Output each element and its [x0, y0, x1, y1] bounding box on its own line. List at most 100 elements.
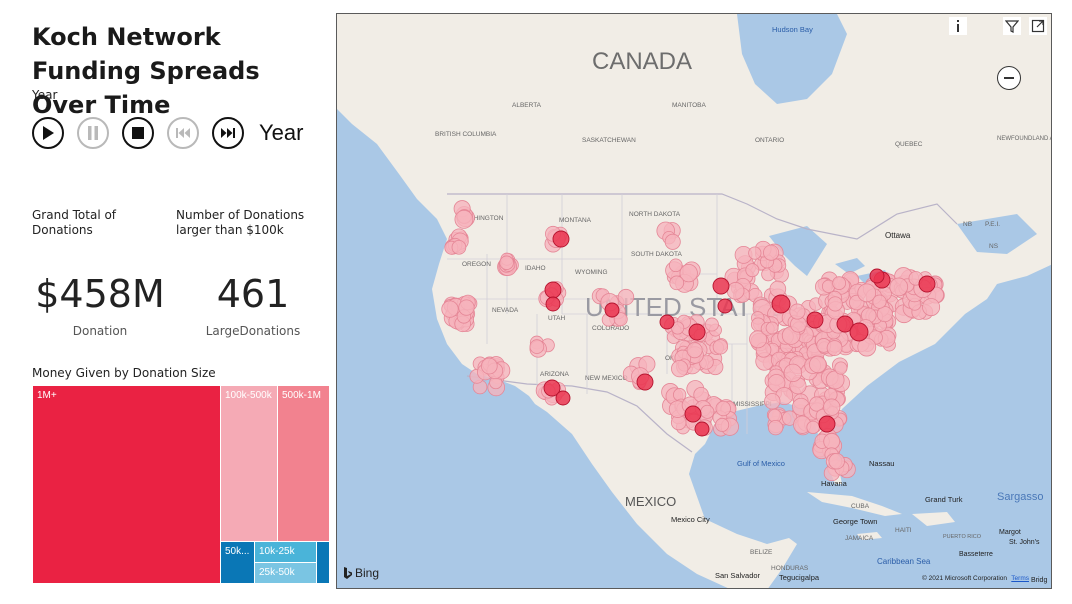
treemap-cell-1m-plus[interactable]: 1M+	[32, 385, 221, 584]
donation-bubble-large[interactable]	[918, 275, 936, 293]
donation-bubble-large[interactable]	[836, 315, 854, 333]
stop-button[interactable]	[122, 117, 154, 149]
donation-bubble-large[interactable]	[688, 323, 706, 341]
donation-bubble[interactable]	[499, 255, 514, 270]
treemap-cell-25k-50k[interactable]: 25k-50k	[254, 562, 317, 584]
donation-bubble[interactable]	[712, 339, 729, 355]
donation-bubble[interactable]	[823, 398, 841, 416]
donation-bubble[interactable]	[748, 246, 762, 260]
focus-mode-icon[interactable]	[1029, 17, 1047, 35]
donation-bubble[interactable]	[704, 317, 719, 332]
map-place-label: NEVADA	[492, 307, 519, 314]
donation-bubble-large[interactable]	[545, 296, 561, 312]
donation-bubble[interactable]	[834, 361, 848, 375]
donation-bubble-large[interactable]	[849, 322, 869, 342]
donation-bubble[interactable]	[715, 417, 730, 432]
donation-bubble-large[interactable]	[604, 302, 620, 318]
play-icon	[43, 126, 54, 140]
donation-bubble-large[interactable]	[552, 230, 570, 248]
donation-bubble-large[interactable]	[636, 373, 654, 391]
donation-bubble-large[interactable]	[555, 390, 571, 406]
donation-bubble[interactable]	[806, 420, 820, 434]
donation-bubble[interactable]	[827, 296, 843, 312]
donation-bubble[interactable]	[823, 433, 841, 450]
donation-bubble[interactable]	[529, 339, 545, 354]
donation-bubble[interactable]	[613, 312, 628, 327]
donation-bubble[interactable]	[686, 342, 703, 359]
donation-bubble[interactable]	[857, 283, 877, 303]
map-place-label: Margot	[999, 529, 1021, 536]
donation-bubble[interactable]	[763, 244, 780, 261]
donation-bubble[interactable]	[664, 233, 681, 250]
donation-bubble[interactable]	[876, 306, 893, 323]
map-place-label: MONTANA	[559, 217, 592, 224]
donation-bubble[interactable]	[789, 303, 806, 320]
play-button[interactable]	[32, 117, 64, 149]
donation-bubble[interactable]	[726, 282, 745, 300]
donation-bubble[interactable]	[749, 330, 768, 349]
map-place-label: Hudson Bay	[772, 25, 813, 34]
donation-bubble-large[interactable]	[806, 311, 824, 329]
treemap-cell-label: 100k-500k	[225, 390, 272, 401]
treemap-cell-small[interactable]	[316, 541, 330, 584]
treemap-cell-50k[interactable]: 50k...	[220, 541, 255, 584]
donation-bubble[interactable]	[922, 298, 941, 317]
treemap-cell-500k-1m[interactable]: 500k-1M	[277, 385, 330, 542]
map-place-label: George Town	[833, 517, 877, 526]
donation-bubble-large[interactable]	[869, 268, 885, 284]
donation-bubble-large[interactable]	[771, 294, 791, 314]
donation-map[interactable]: CANADA UNITED STATES MEXICO Hudson Bay ALBER…	[336, 13, 1052, 589]
donation-bubble[interactable]	[765, 321, 779, 335]
treemap-title: Money Given by Donation Size	[32, 366, 216, 380]
donation-bubble[interactable]	[832, 276, 847, 290]
donation-bubble[interactable]	[454, 209, 474, 229]
donation-bubble[interactable]	[451, 240, 467, 255]
donation-bubble[interactable]	[617, 288, 635, 306]
donation-bubble[interactable]	[783, 363, 803, 382]
map-place-label: NORTH DAKOTA	[629, 211, 681, 218]
donation-bubble[interactable]	[441, 300, 459, 318]
donation-bubble[interactable]	[889, 277, 909, 297]
donation-bubble-large[interactable]	[818, 415, 836, 433]
gulf-st-lawrence	[957, 214, 1037, 254]
map-terms-link[interactable]: Terms	[1011, 575, 1029, 582]
donation-bubble-large[interactable]	[694, 421, 710, 437]
donation-bubble-large[interactable]	[544, 281, 562, 299]
donation-bubble[interactable]	[693, 386, 709, 403]
donation-bubble-large[interactable]	[712, 277, 730, 295]
donation-bubble[interactable]	[872, 294, 887, 309]
donation-bubble[interactable]	[767, 419, 784, 436]
map-place-label: BRITISH COLUMBIA	[435, 131, 497, 138]
donation-bubble-large[interactable]	[717, 298, 733, 314]
donation-bubble[interactable]	[809, 355, 827, 374]
donation-bubble-large[interactable]	[684, 405, 702, 423]
zoom-out-button[interactable]	[997, 66, 1021, 90]
treemap-cell-10k-25k[interactable]: 10k-25k	[254, 541, 317, 563]
next-button[interactable]	[212, 117, 244, 149]
donation-bubble[interactable]	[764, 393, 781, 410]
us-mexico-border	[466, 375, 693, 453]
donation-bubble-large[interactable]	[543, 379, 561, 397]
map-place-label: PUERTO RICO	[943, 534, 982, 540]
filter-icon[interactable]	[1003, 17, 1021, 35]
donation-bubble[interactable]	[826, 340, 843, 356]
donation-bubble-large[interactable]	[659, 314, 675, 330]
previous-button[interactable]	[167, 117, 199, 149]
donation-bubble[interactable]	[679, 263, 698, 283]
donation-bubble[interactable]	[828, 453, 845, 470]
pause-button[interactable]	[77, 117, 109, 149]
donation-bubble[interactable]	[700, 404, 715, 419]
donation-bubble[interactable]	[715, 400, 731, 417]
donation-bubble[interactable]	[745, 263, 760, 278]
bing-label: Bing	[355, 566, 380, 580]
donation-bubble[interactable]	[671, 359, 689, 378]
donation-bubble[interactable]	[668, 258, 683, 273]
donation-bubble[interactable]	[769, 280, 787, 298]
treemap-cell-100k-500k[interactable]: 100k-500k	[220, 385, 278, 542]
donation-bubble[interactable]	[857, 337, 877, 357]
info-icon[interactable]	[949, 17, 967, 35]
donation-bubble[interactable]	[458, 299, 475, 316]
donation-bubble[interactable]	[669, 275, 685, 291]
donation-bubble[interactable]	[480, 357, 498, 375]
